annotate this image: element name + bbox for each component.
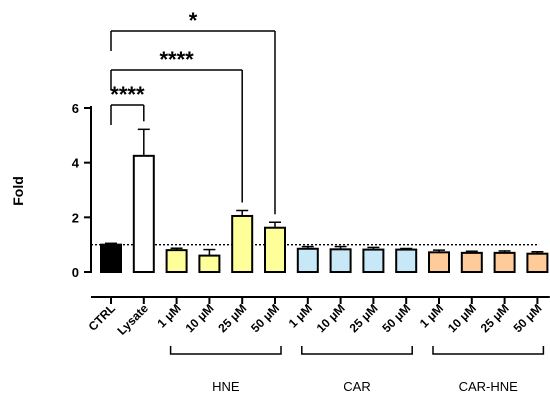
bar	[100, 243, 122, 274]
y-tick-label: 2	[72, 210, 79, 225]
bar	[428, 251, 450, 274]
bar	[296, 247, 319, 273]
y-axis-label: Fold	[10, 176, 26, 206]
group-label: CAR-HNE	[459, 379, 519, 394]
group-bracket	[301, 346, 413, 355]
x-tick-label: 50 μM	[379, 301, 413, 335]
x-tick-label: 50 μM	[248, 301, 282, 335]
bar	[395, 248, 418, 274]
x-tick-label: CTRL	[86, 301, 119, 334]
x-tick-label: Lysate	[114, 301, 151, 338]
y-tick-label: 4	[72, 156, 80, 171]
bar	[460, 251, 483, 274]
bar	[264, 226, 286, 273]
x-tick-label: 50 μM	[511, 301, 545, 335]
x-tick-label: 25 μM	[215, 301, 249, 335]
x-tick-label: 25 μM	[347, 301, 381, 335]
group-label: CAR	[343, 379, 370, 394]
x-tick-label: 10 μM	[314, 301, 348, 335]
significance-label: ****	[159, 47, 194, 72]
bar	[493, 251, 516, 274]
significance-label: ****	[110, 82, 145, 107]
y-tick-label: 0	[72, 265, 79, 280]
group-bracket	[432, 346, 545, 355]
bar	[165, 249, 188, 273]
bar	[198, 254, 221, 274]
y-tick-label: 6	[72, 101, 79, 116]
x-tick-label: 10 μM	[183, 301, 217, 335]
bar	[132, 154, 155, 273]
bar	[231, 214, 254, 273]
bar	[362, 248, 385, 274]
bar	[329, 248, 352, 274]
x-tick-label: 10 μM	[445, 301, 479, 335]
x-tick-label: 1 μM	[154, 301, 183, 330]
group-label: HNE	[212, 379, 240, 394]
group-bracket	[169, 346, 282, 355]
x-tick-label: 1 μM	[417, 301, 446, 330]
bar	[526, 252, 549, 273]
x-tick-label: 25 μM	[478, 301, 512, 335]
significance-label: *	[189, 8, 198, 33]
x-tick-label: 1 μM	[286, 301, 315, 330]
